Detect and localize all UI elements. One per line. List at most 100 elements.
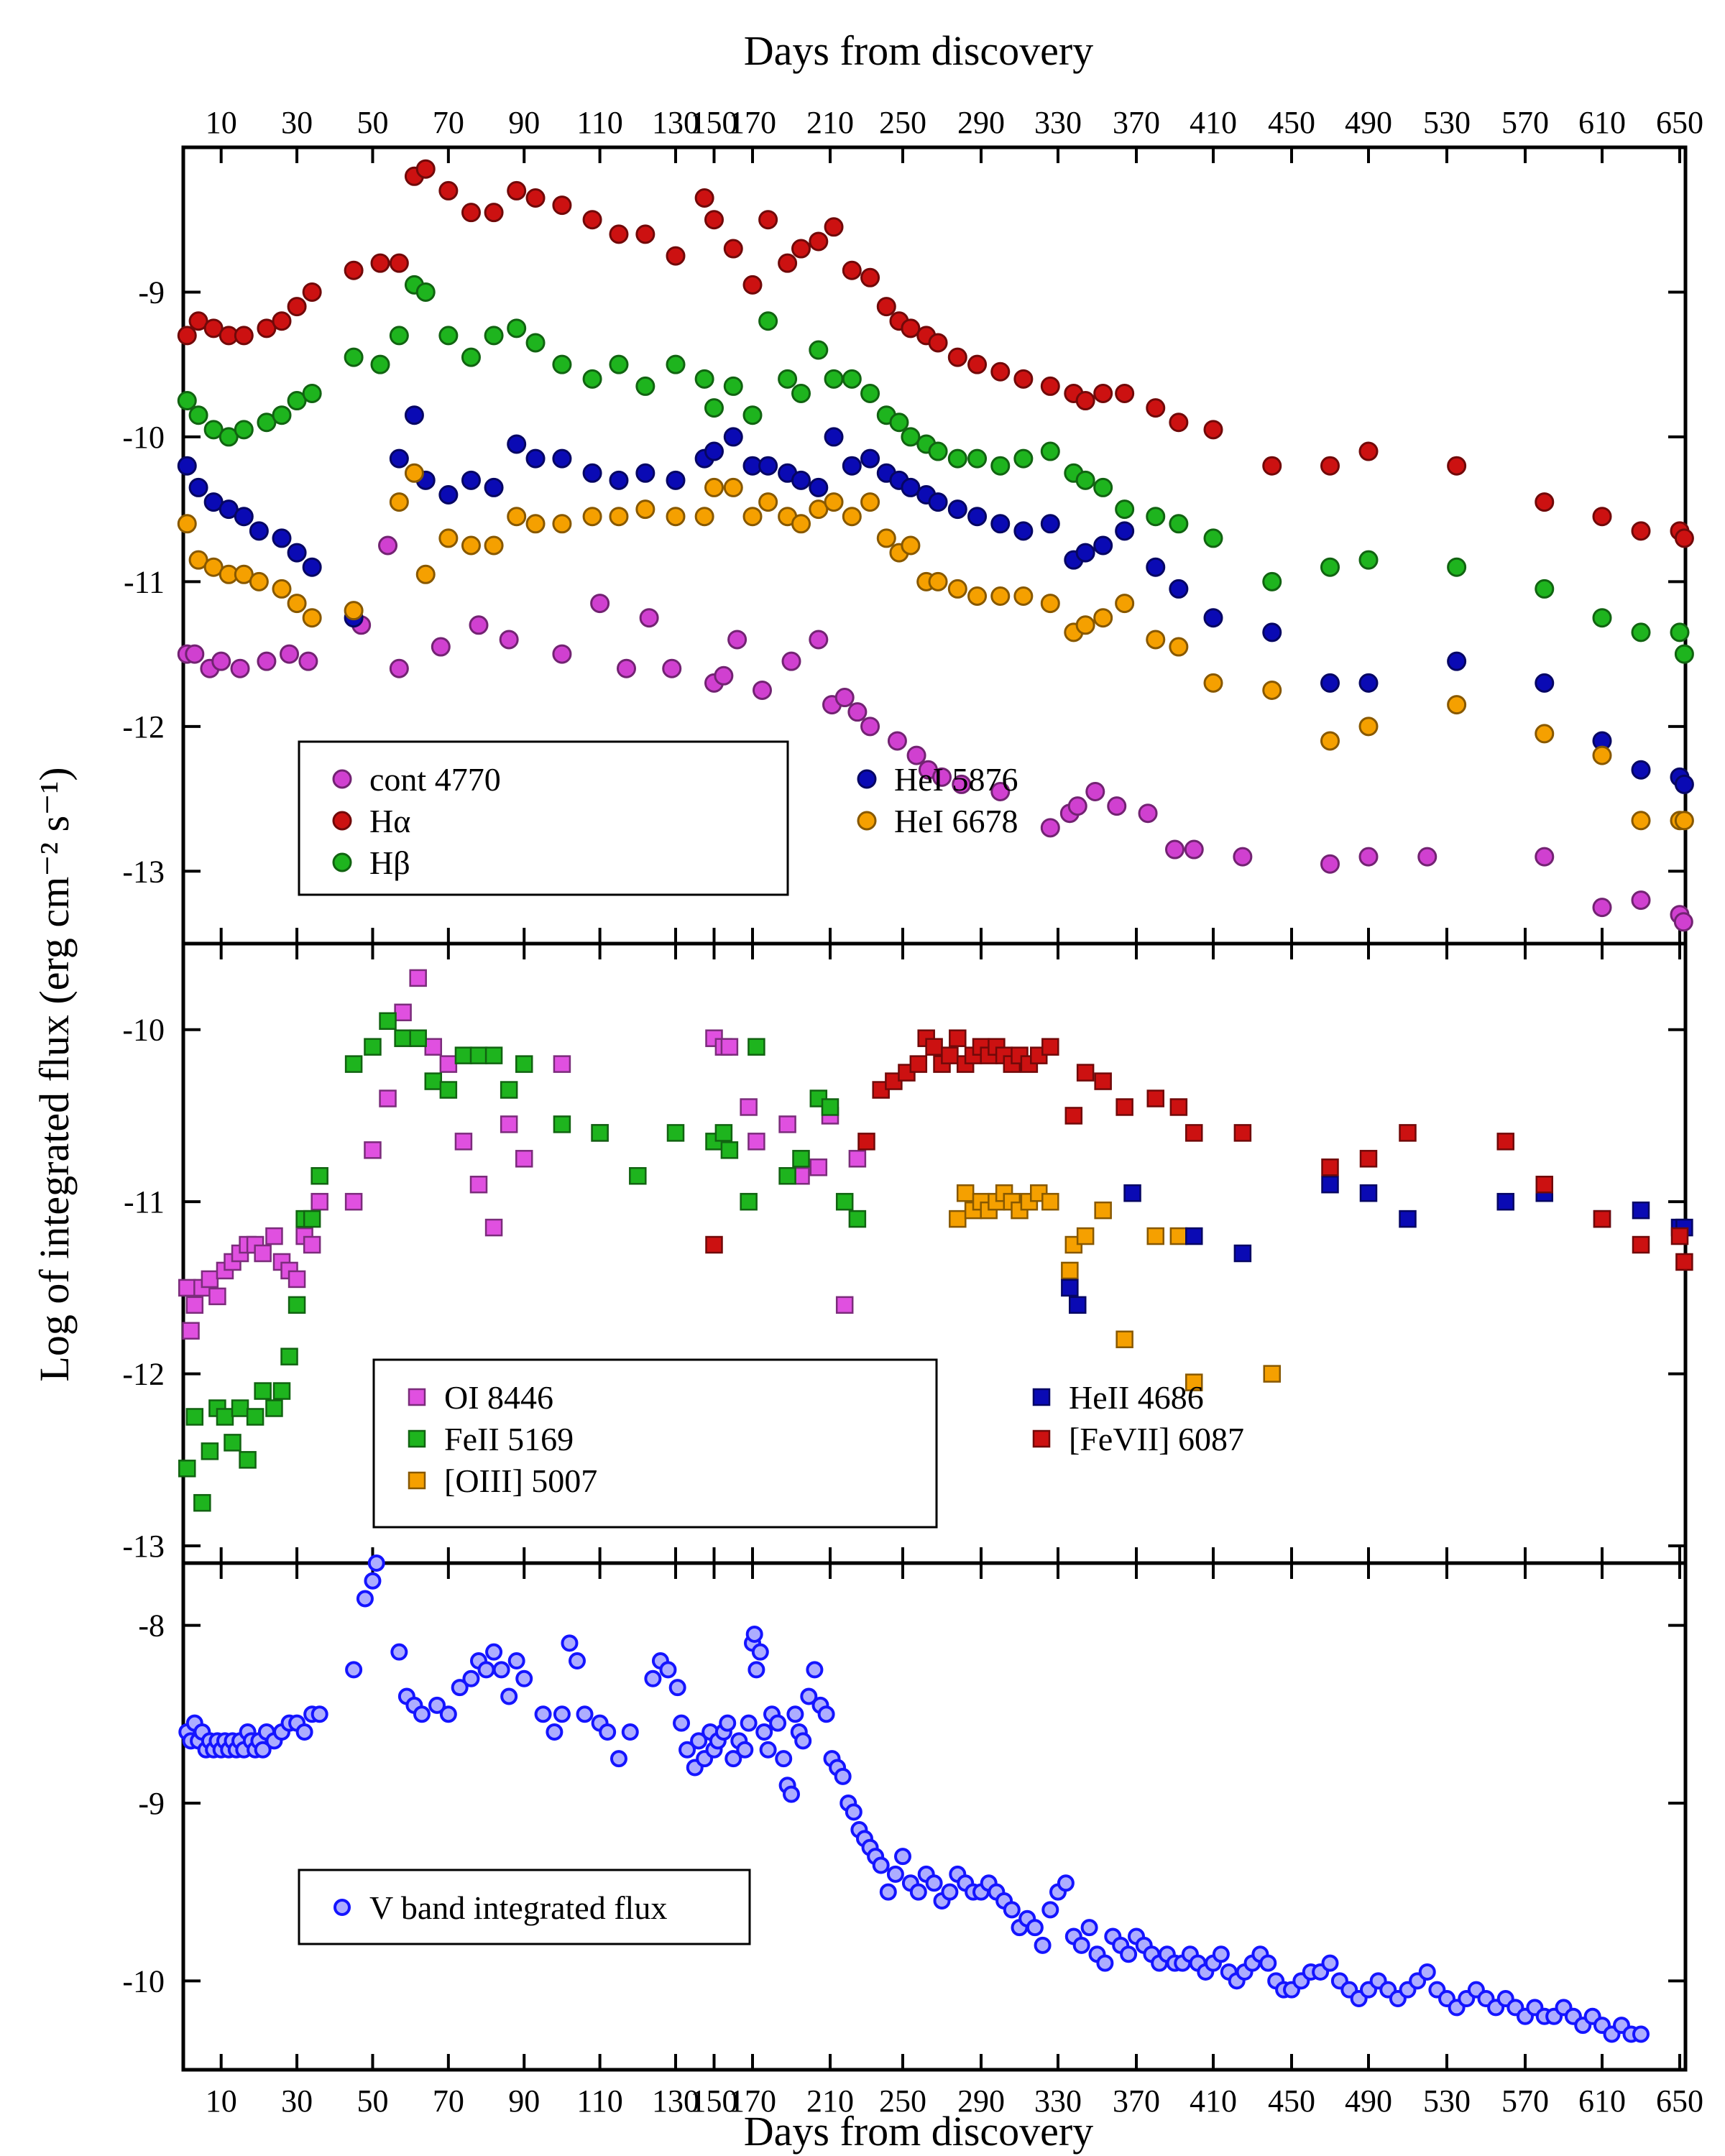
point-v-band-integrated-flux (599, 1723, 617, 1741)
point-h (1262, 456, 1282, 476)
point-oiii-5007 (1076, 1227, 1095, 1245)
y-tick-label: -10 (122, 1013, 165, 1048)
point-heii-4686 (1496, 1192, 1514, 1211)
point-feii-5169 (748, 1038, 765, 1056)
point-h (1093, 477, 1113, 497)
series-oiii-5007 (949, 1184, 1281, 1391)
point-hei-5876 (1093, 535, 1113, 556)
point-hei-6678 (876, 528, 896, 548)
x-tick-label-bottom: 410 (1190, 2083, 1237, 2119)
legend-label-feii-5169: FeII 5169 (444, 1421, 574, 1457)
point-oi-8446 (454, 1133, 473, 1151)
point-hei-6678 (901, 535, 921, 556)
legend-label-oi-8446: OI 8446 (444, 1379, 553, 1416)
point-h (1013, 448, 1034, 469)
point-fevii-6087 (1399, 1124, 1417, 1142)
point-h (1535, 579, 1555, 599)
point-h (694, 188, 714, 208)
legend-box (298, 740, 789, 896)
point-h (415, 159, 436, 179)
point-hei-6678 (967, 586, 988, 607)
point-oiii-5007 (949, 1210, 967, 1228)
point-hei-6678 (461, 535, 481, 556)
point-h (1320, 456, 1340, 476)
point-hei-5876 (635, 463, 656, 483)
y-tick-label: -11 (124, 1184, 165, 1220)
point-h (778, 253, 798, 273)
point-oiii-5007 (1263, 1365, 1281, 1383)
point-feii-5169 (280, 1348, 298, 1365)
point-h (302, 383, 322, 403)
point-hei-6678 (525, 514, 546, 534)
point-hei-6678 (344, 601, 364, 621)
point-v-band-integrated-flux (477, 1661, 495, 1679)
point-fevii-6087 (705, 1235, 723, 1254)
point-h (809, 340, 829, 360)
point-hei-6678 (723, 477, 743, 497)
point-h (704, 398, 724, 418)
legend-marker-hei-5876 (857, 769, 877, 789)
legend-vband-bottom: V band integrated flux (298, 1869, 751, 1945)
point-oi-8446 (424, 1038, 443, 1056)
point-h (824, 217, 844, 237)
point-hei-5876 (203, 492, 224, 512)
point-hei-5876 (177, 456, 197, 476)
point-h (824, 369, 844, 389)
point-heii-4686 (1185, 1227, 1203, 1245)
x-tick-label-top: 570 (1501, 105, 1549, 140)
x-tick-label-top: 90 (508, 105, 540, 140)
point-h (609, 354, 629, 374)
point-hei-6678 (1262, 680, 1282, 700)
x-tick-label-bottom: 210 (806, 2083, 854, 2119)
point-h (257, 413, 277, 433)
x-tick-label-bottom: 650 (1656, 2083, 1703, 2119)
point-hei-6678 (552, 514, 572, 534)
point-h (1115, 383, 1135, 403)
point-cont-4770 (617, 658, 636, 678)
point-cont-4770 (1358, 847, 1379, 867)
point-cont-4770 (298, 651, 318, 671)
point-h (1447, 456, 1467, 476)
point-v-band-integrated-flux (659, 1661, 677, 1679)
x-tick-label-top: 210 (806, 105, 854, 140)
bottom-x-axis-title: Days from discovery (744, 2108, 1093, 2155)
point-hei-5876 (704, 441, 724, 461)
point-oi-8446 (469, 1175, 488, 1194)
axis-ticks: 1010303050507070909011011013013015015017… (122, 105, 1703, 2119)
series-fevii-6087 (705, 1029, 1693, 1271)
point-v-band-integrated-flux (909, 1883, 927, 1901)
point-feii-5169 (265, 1399, 283, 1417)
point-cont-4770 (1417, 847, 1438, 867)
point-h (860, 267, 880, 287)
point-hei-5876 (809, 477, 829, 497)
point-cont-4770 (1040, 818, 1060, 838)
point-feii-5169 (193, 1493, 211, 1512)
point-oi-8446 (409, 969, 427, 987)
point-fevii-6087 (1185, 1124, 1203, 1142)
point-fevii-6087 (1670, 1227, 1689, 1245)
panel-lines-top (177, 159, 1694, 932)
point-feii-5169 (178, 1460, 196, 1478)
legend-lines-top: cont 4770 Hα Hβ HeI 5876 HeI 6678 (298, 740, 1018, 896)
point-v-band-integrated-flux (786, 1705, 804, 1723)
point-hei-6678 (947, 579, 967, 599)
legend-box (372, 1358, 938, 1529)
point-cont-4770 (714, 665, 734, 686)
point-hei-5876 (272, 528, 292, 548)
point-hei-6678 (302, 608, 322, 628)
point-hei-5876 (218, 499, 239, 520)
point-hei-6678 (484, 535, 504, 556)
point-heii-4686 (1061, 1279, 1079, 1297)
point-hei-5876 (1203, 608, 1223, 628)
x-tick-label-bottom: 290 (957, 2083, 1005, 2119)
x-tick-label-top: 250 (879, 105, 926, 140)
legend-marker-feii-5169 (408, 1429, 426, 1448)
data-points (177, 159, 1694, 2043)
point-v-band-integrated-flux (295, 1723, 313, 1741)
point-hei-5876 (234, 507, 254, 527)
point-h (742, 275, 763, 295)
x-tick-label-bottom: 570 (1501, 2083, 1549, 2119)
point-h (287, 297, 307, 317)
point-cont-4770 (1631, 890, 1651, 911)
point-oi-8446 (288, 1270, 306, 1289)
